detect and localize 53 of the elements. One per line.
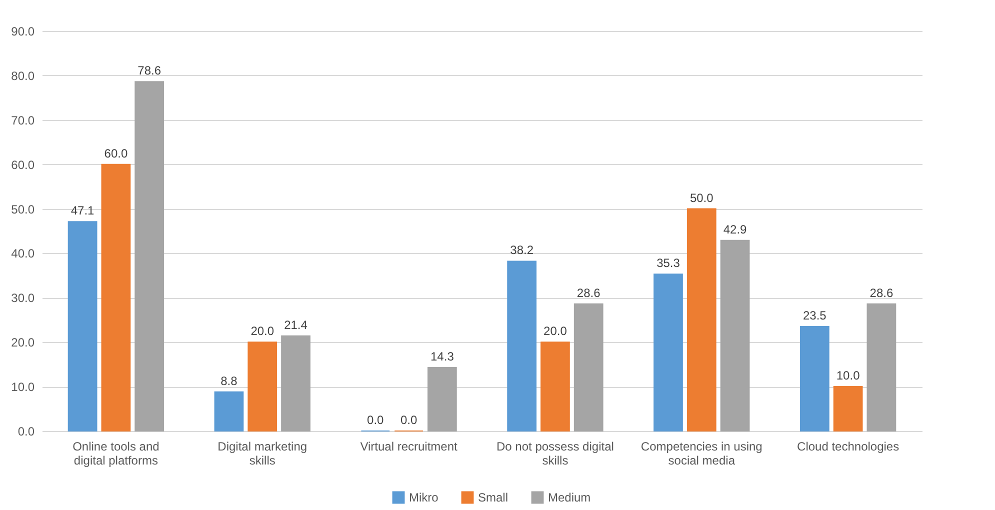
data-label: 38.2 <box>510 243 534 258</box>
data-label: 28.6 <box>576 286 601 300</box>
bar <box>507 260 537 432</box>
data-label: 23.5 <box>802 308 827 323</box>
y-tick-label: 20.0 <box>11 336 35 350</box>
bar <box>866 303 896 432</box>
data-label: 10.0 <box>836 368 860 383</box>
y-tick-label: 0.0 <box>18 424 35 438</box>
bar <box>281 335 310 432</box>
x-tick-label: Virtual recruitment <box>360 440 458 454</box>
bar <box>654 274 683 432</box>
legend-label: Small <box>478 490 508 505</box>
data-label: 28.6 <box>870 286 894 300</box>
x-tick-label: Online tools and digital platforms <box>72 440 160 468</box>
data-label: 8.8 <box>220 374 238 388</box>
y-tick-label: 10.0 <box>11 380 35 394</box>
data-label: 0.0 <box>400 413 418 427</box>
bar <box>800 326 830 432</box>
bar <box>134 81 164 432</box>
data-label: 50.0 <box>690 190 714 205</box>
bar <box>833 386 863 432</box>
bar <box>68 221 98 432</box>
bar <box>214 391 244 432</box>
y-tick-label: 40.0 <box>11 246 35 261</box>
y-tick-label: 30.0 <box>11 291 35 306</box>
y-tick-label: 50.0 <box>11 202 35 216</box>
bar <box>686 208 716 432</box>
bar <box>427 366 457 432</box>
legend-label: Mikro <box>409 490 439 505</box>
y-tick-label: 90.0 <box>11 24 35 38</box>
data-label: 47.1 <box>70 204 95 218</box>
data-label: 78.6 <box>138 64 162 78</box>
y-tick-label: 80.0 <box>11 68 35 83</box>
x-tick-label: Digital marketing skills <box>218 440 308 468</box>
data-label: 20.0 <box>544 324 568 338</box>
data-label: 14.3 <box>430 349 454 364</box>
data-label: 0.0 <box>367 413 384 427</box>
y-tick-label: 70.0 <box>11 113 35 128</box>
data-label: 21.4 <box>284 318 308 332</box>
x-tick-label: Cloud technologies <box>797 440 900 454</box>
bar <box>540 342 570 432</box>
bar <box>574 303 604 432</box>
bar <box>101 164 131 432</box>
data-label: 20.0 <box>250 324 274 338</box>
x-tick-label: Do not possess digital skills <box>496 440 614 468</box>
data-label: 42.9 <box>723 222 748 236</box>
x-tick-label: Competencies in using social media <box>640 440 762 468</box>
y-tick-label: 60.0 <box>11 158 35 172</box>
bar <box>720 240 750 432</box>
data-label: 60.0 <box>104 146 128 160</box>
bar <box>248 342 278 432</box>
legend-label: Medium <box>548 490 591 505</box>
data-label: 35.3 <box>656 256 680 270</box>
